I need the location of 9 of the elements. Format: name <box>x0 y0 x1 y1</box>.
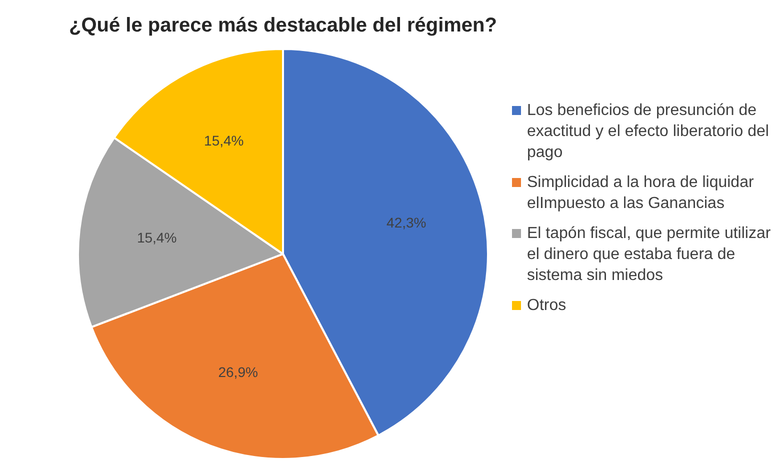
chart-title: ¿Qué le parece más destacable del régimen? <box>69 14 497 37</box>
data-label: 26,9% <box>218 364 258 380</box>
data-label: 15,4% <box>136 230 177 246</box>
data-label: 42,3% <box>386 214 426 230</box>
legend-label: El tapón fiscal, que permite utilizar el dinero que estaba fuera de sistema sin miedos <box>527 224 772 286</box>
legend-label: Los beneficios de presunción de exactitud y el efecto liberatorio del pago <box>527 101 770 163</box>
legend-label: Simplicidad a la hora de liquidar elImpuesto a las Ganancias <box>527 173 755 214</box>
legend-label: Otros <box>527 296 566 316</box>
data-label: 15,4% <box>204 132 244 148</box>
